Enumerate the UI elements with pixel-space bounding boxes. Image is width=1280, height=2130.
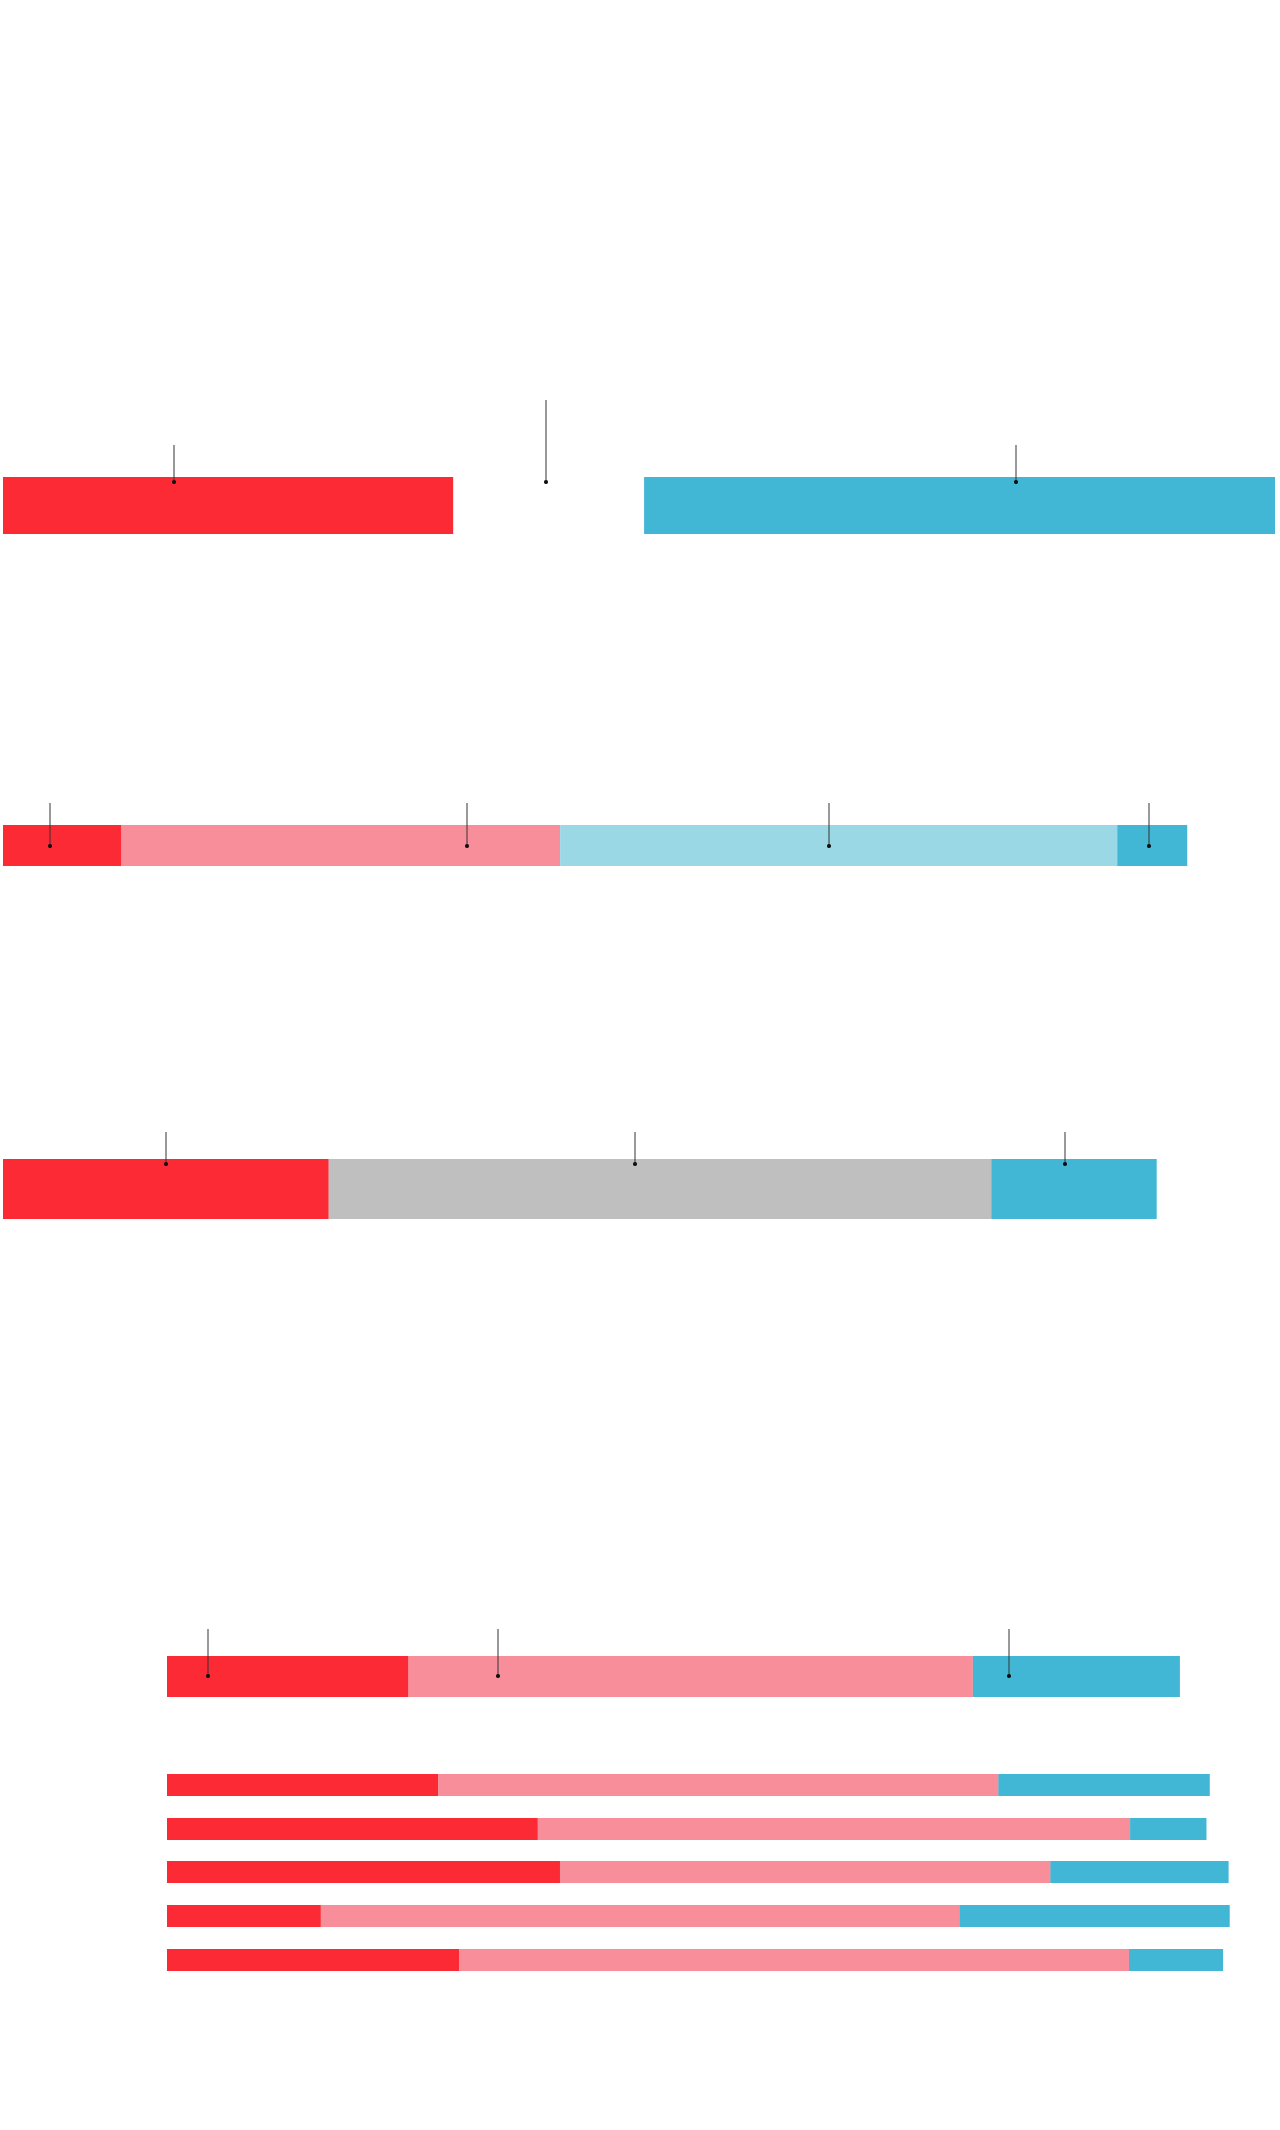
- leader-dot: [496, 1674, 500, 1678]
- bar-segment: [1128, 1949, 1224, 1971]
- bar-segment: [3, 1159, 329, 1219]
- bar-segment: [408, 1656, 973, 1697]
- bar-segment: [1130, 1818, 1207, 1840]
- bar-segment: [998, 1774, 1210, 1796]
- bar-segment: [559, 1861, 1051, 1883]
- leader-dot: [1063, 1162, 1067, 1166]
- leader-dot: [206, 1674, 210, 1678]
- bar-segment: [167, 1905, 321, 1927]
- leader-dot: [465, 844, 469, 848]
- leader-dot: [827, 844, 831, 848]
- bar-segment: [121, 825, 561, 866]
- bar-segment: [167, 1656, 409, 1697]
- bar-segment: [167, 1861, 560, 1883]
- bar-segment: [537, 1818, 1131, 1840]
- bar-segment: [453, 477, 645, 534]
- leader-dot: [48, 844, 52, 848]
- bar-segment: [972, 1656, 1180, 1697]
- bar-segment: [167, 1774, 439, 1796]
- leader-dot: [1014, 480, 1018, 484]
- bar-segment: [328, 1159, 992, 1219]
- leader-dot: [1147, 844, 1151, 848]
- bar-segment: [3, 477, 454, 534]
- leader-dot: [164, 1162, 168, 1166]
- leaders: [48, 400, 1151, 1678]
- bar-segment: [991, 1159, 1157, 1219]
- leader-dot: [1007, 1674, 1011, 1678]
- bar-segment: [1117, 825, 1188, 866]
- leader-dot: [172, 480, 176, 484]
- bar-segment: [167, 1818, 538, 1840]
- bar-segment: [959, 1905, 1230, 1927]
- bar-segment: [320, 1905, 960, 1927]
- leader-dot: [633, 1162, 637, 1166]
- bar-segment: [1050, 1861, 1229, 1883]
- bar-segment: [459, 1949, 1129, 1971]
- bar-segment: [560, 825, 1118, 866]
- bar-segment: [167, 1949, 460, 1971]
- leader-dot: [544, 480, 548, 484]
- bar-segment: [3, 825, 122, 866]
- bar-segment: [644, 477, 1275, 534]
- bar-segment: [438, 1774, 999, 1796]
